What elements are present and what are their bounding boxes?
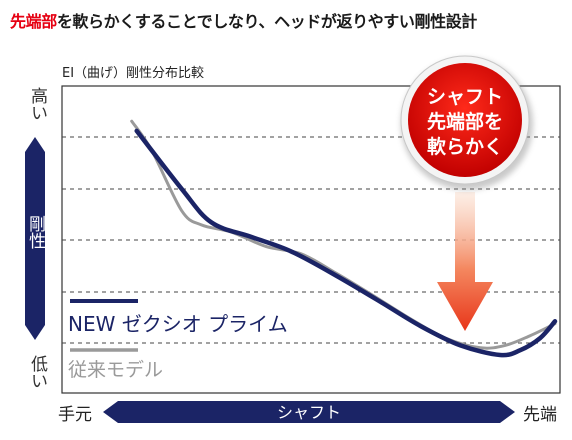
headline: 先端部を軟らかくすることでしなり、ヘッドが返りやすい剛性設計 <box>10 8 570 32</box>
callout-arrow <box>437 192 493 331</box>
callout-badge: シャフト 先端部を 軟らかく <box>400 55 533 190</box>
callout-line-2: 先端部を <box>427 110 503 133</box>
headline-rest: を軟らかくすることでしなり、ヘッドが返りやすい剛性設計 <box>56 12 477 31</box>
chart-title: EI（曲げ）剛性分布比較 <box>62 66 205 81</box>
legend: NEW ゼクシオ プライム 従来モデル <box>68 299 288 381</box>
y-axis-arrow <box>25 137 45 340</box>
headline-highlight: 先端部 <box>10 12 57 31</box>
legend-label-conventional: 従来モデル <box>68 359 163 381</box>
y-axis-label: 剛性 <box>25 215 46 249</box>
x-axis-label: シャフト <box>277 403 341 422</box>
x-left-label: 手元 <box>58 405 92 425</box>
legend-label-new: NEW ゼクシオ プライム <box>68 312 288 336</box>
x-right-label: 先端 <box>523 405 557 425</box>
callout-line-1: シャフト <box>427 86 503 108</box>
series-line-new-xxio-prime <box>134 128 558 358</box>
x-axis-arrow <box>103 401 515 423</box>
callout-line-3: 軟らかく <box>427 135 503 158</box>
y-high-label: 高い <box>27 87 47 121</box>
y-low-label: 低い <box>27 355 47 389</box>
